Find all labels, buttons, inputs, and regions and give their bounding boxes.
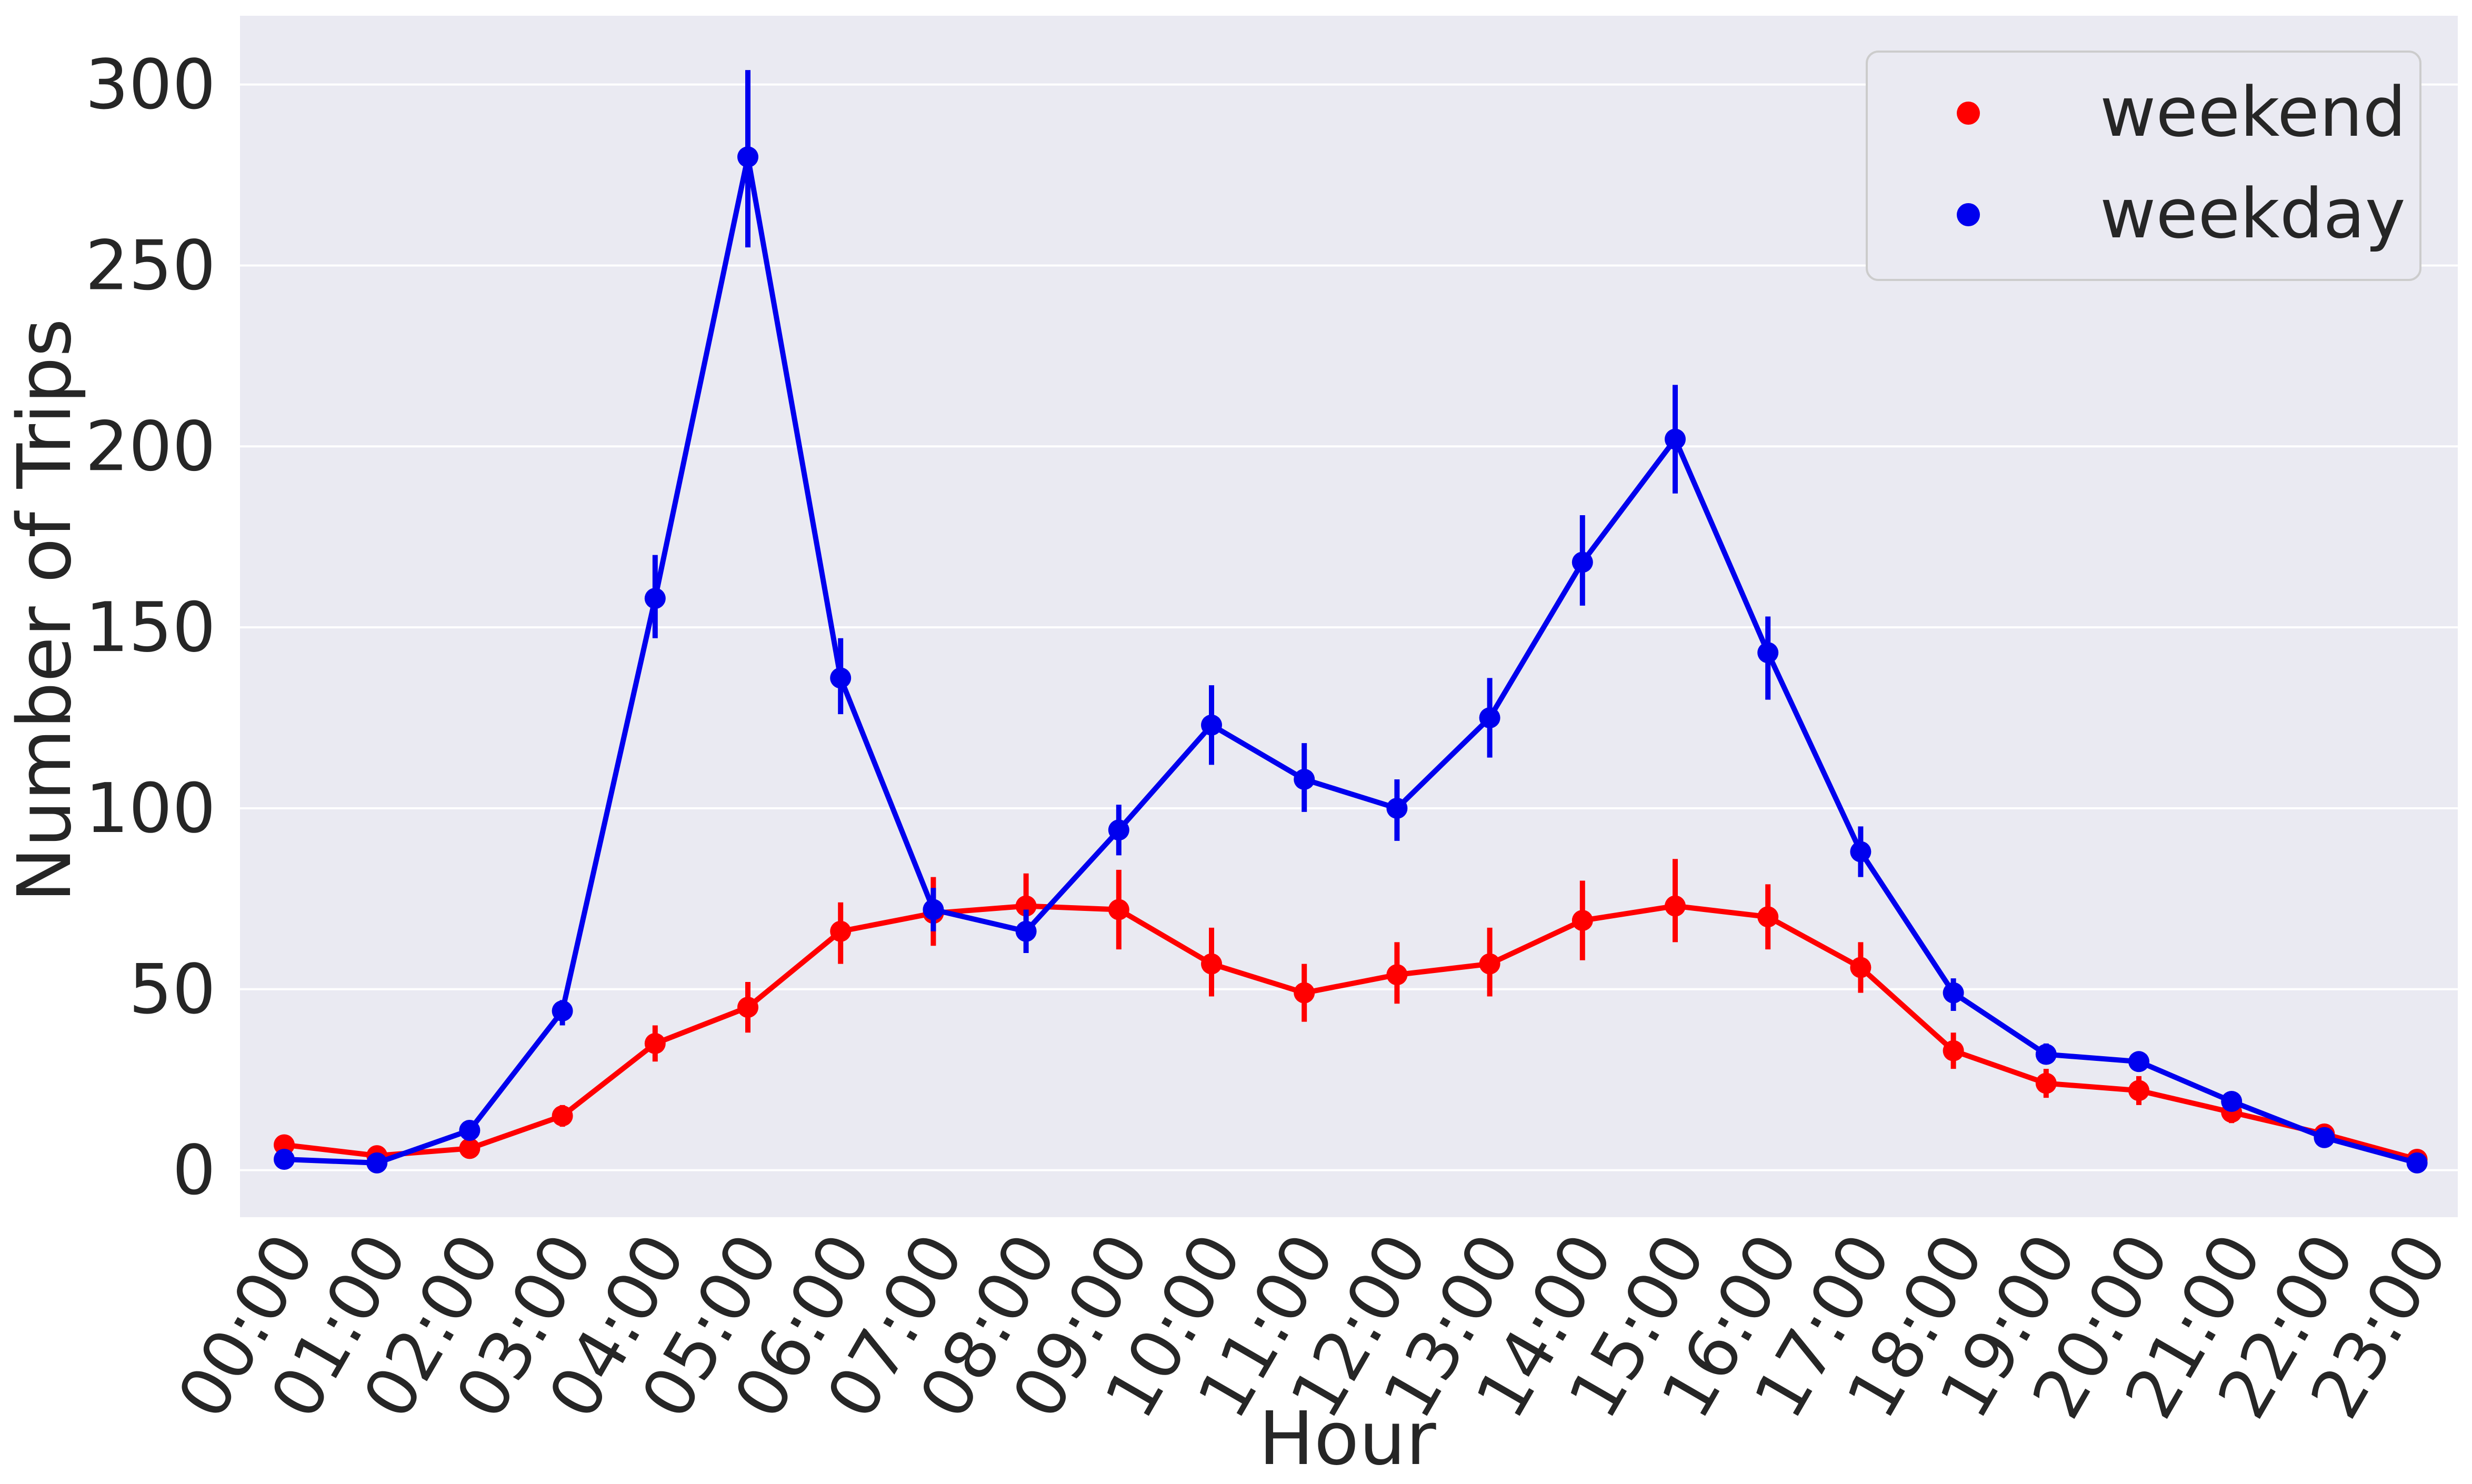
data-point-weekend [1201,953,1222,975]
data-point-weekday [1665,428,1686,450]
data-point-weekday [737,146,758,168]
data-point-weekday [1757,642,1779,664]
data-point-weekend [1943,1040,1964,1061]
x-axis-title: Hour [1258,1396,1436,1482]
y-tick-label: 200 [85,406,216,486]
data-point-weekend [737,997,758,1018]
data-point-weekday [2406,1152,2428,1174]
y-tick-label: 300 [85,45,216,125]
data-point-weekday [1294,768,1315,790]
data-point-weekday [366,1152,388,1174]
y-tick-label: 100 [85,768,216,848]
legend-box [1866,51,2421,281]
x-axis-ticks: 00:0001:0002:0003:0004:0005:0006:0007:00… [162,1221,2463,1431]
data-point-weekend [1665,895,1686,917]
data-point-weekend [1108,899,1129,920]
data-point-weekend [644,1032,666,1054]
data-point-weekday [1015,920,1037,942]
y-tick-label: 50 [129,949,216,1029]
data-point-weekday [644,588,666,609]
data-point-weekday [1386,797,1408,819]
data-point-weekend [1386,964,1408,986]
legend-marker-weekday [1957,203,1980,226]
legend-label-weekend: weekend [2100,72,2406,152]
data-point-weekend [2035,1072,2057,1094]
legend-marker-weekend [1957,102,1980,125]
data-point-weekday [1201,714,1222,736]
legend: weekend weekday [1866,51,2421,281]
data-point-weekday [2314,1127,2335,1148]
data-point-weekend [1294,982,1315,1004]
y-axis-title: Number of Trips [2,318,88,903]
data-point-weekend [1015,895,1037,917]
data-point-weekend [1479,953,1500,975]
data-point-weekday [1943,982,1964,1004]
data-point-weekday [2221,1090,2243,1112]
series [274,70,2428,1174]
data-point-weekend [1757,906,1779,928]
data-point-weekday [2128,1051,2149,1072]
legend-label-weekday: weekday [2100,174,2406,254]
data-point-weekend [1572,910,1593,931]
data-point-weekday [1572,552,1593,573]
data-point-weekend [459,1138,481,1159]
data-point-weekend [274,1134,295,1156]
data-point-weekday [552,1000,573,1022]
data-point-weekday [830,667,852,689]
data-point-weekday [1479,707,1500,729]
data-point-weekend [2128,1080,2149,1101]
data-point-weekend [830,920,852,942]
series-line-weekend [284,903,2418,1162]
data-point-weekday [1108,819,1129,841]
y-tick-label: 0 [172,1130,216,1210]
data-point-weekday [923,899,944,920]
series-weekday [274,70,2428,1174]
data-point-weekday [459,1119,481,1141]
series-line-weekday [284,154,2418,1166]
y-tick-label: 250 [85,225,216,305]
y-axis-ticks: 0 50 100 150 200 250 300 [85,45,216,1210]
y-tick-label: 150 [85,587,216,667]
data-point-weekday [1850,841,1871,863]
data-point-weekday [2035,1044,2057,1065]
data-point-weekend [552,1105,573,1127]
data-point-weekend [1850,957,1871,978]
data-point-weekday [274,1148,295,1170]
